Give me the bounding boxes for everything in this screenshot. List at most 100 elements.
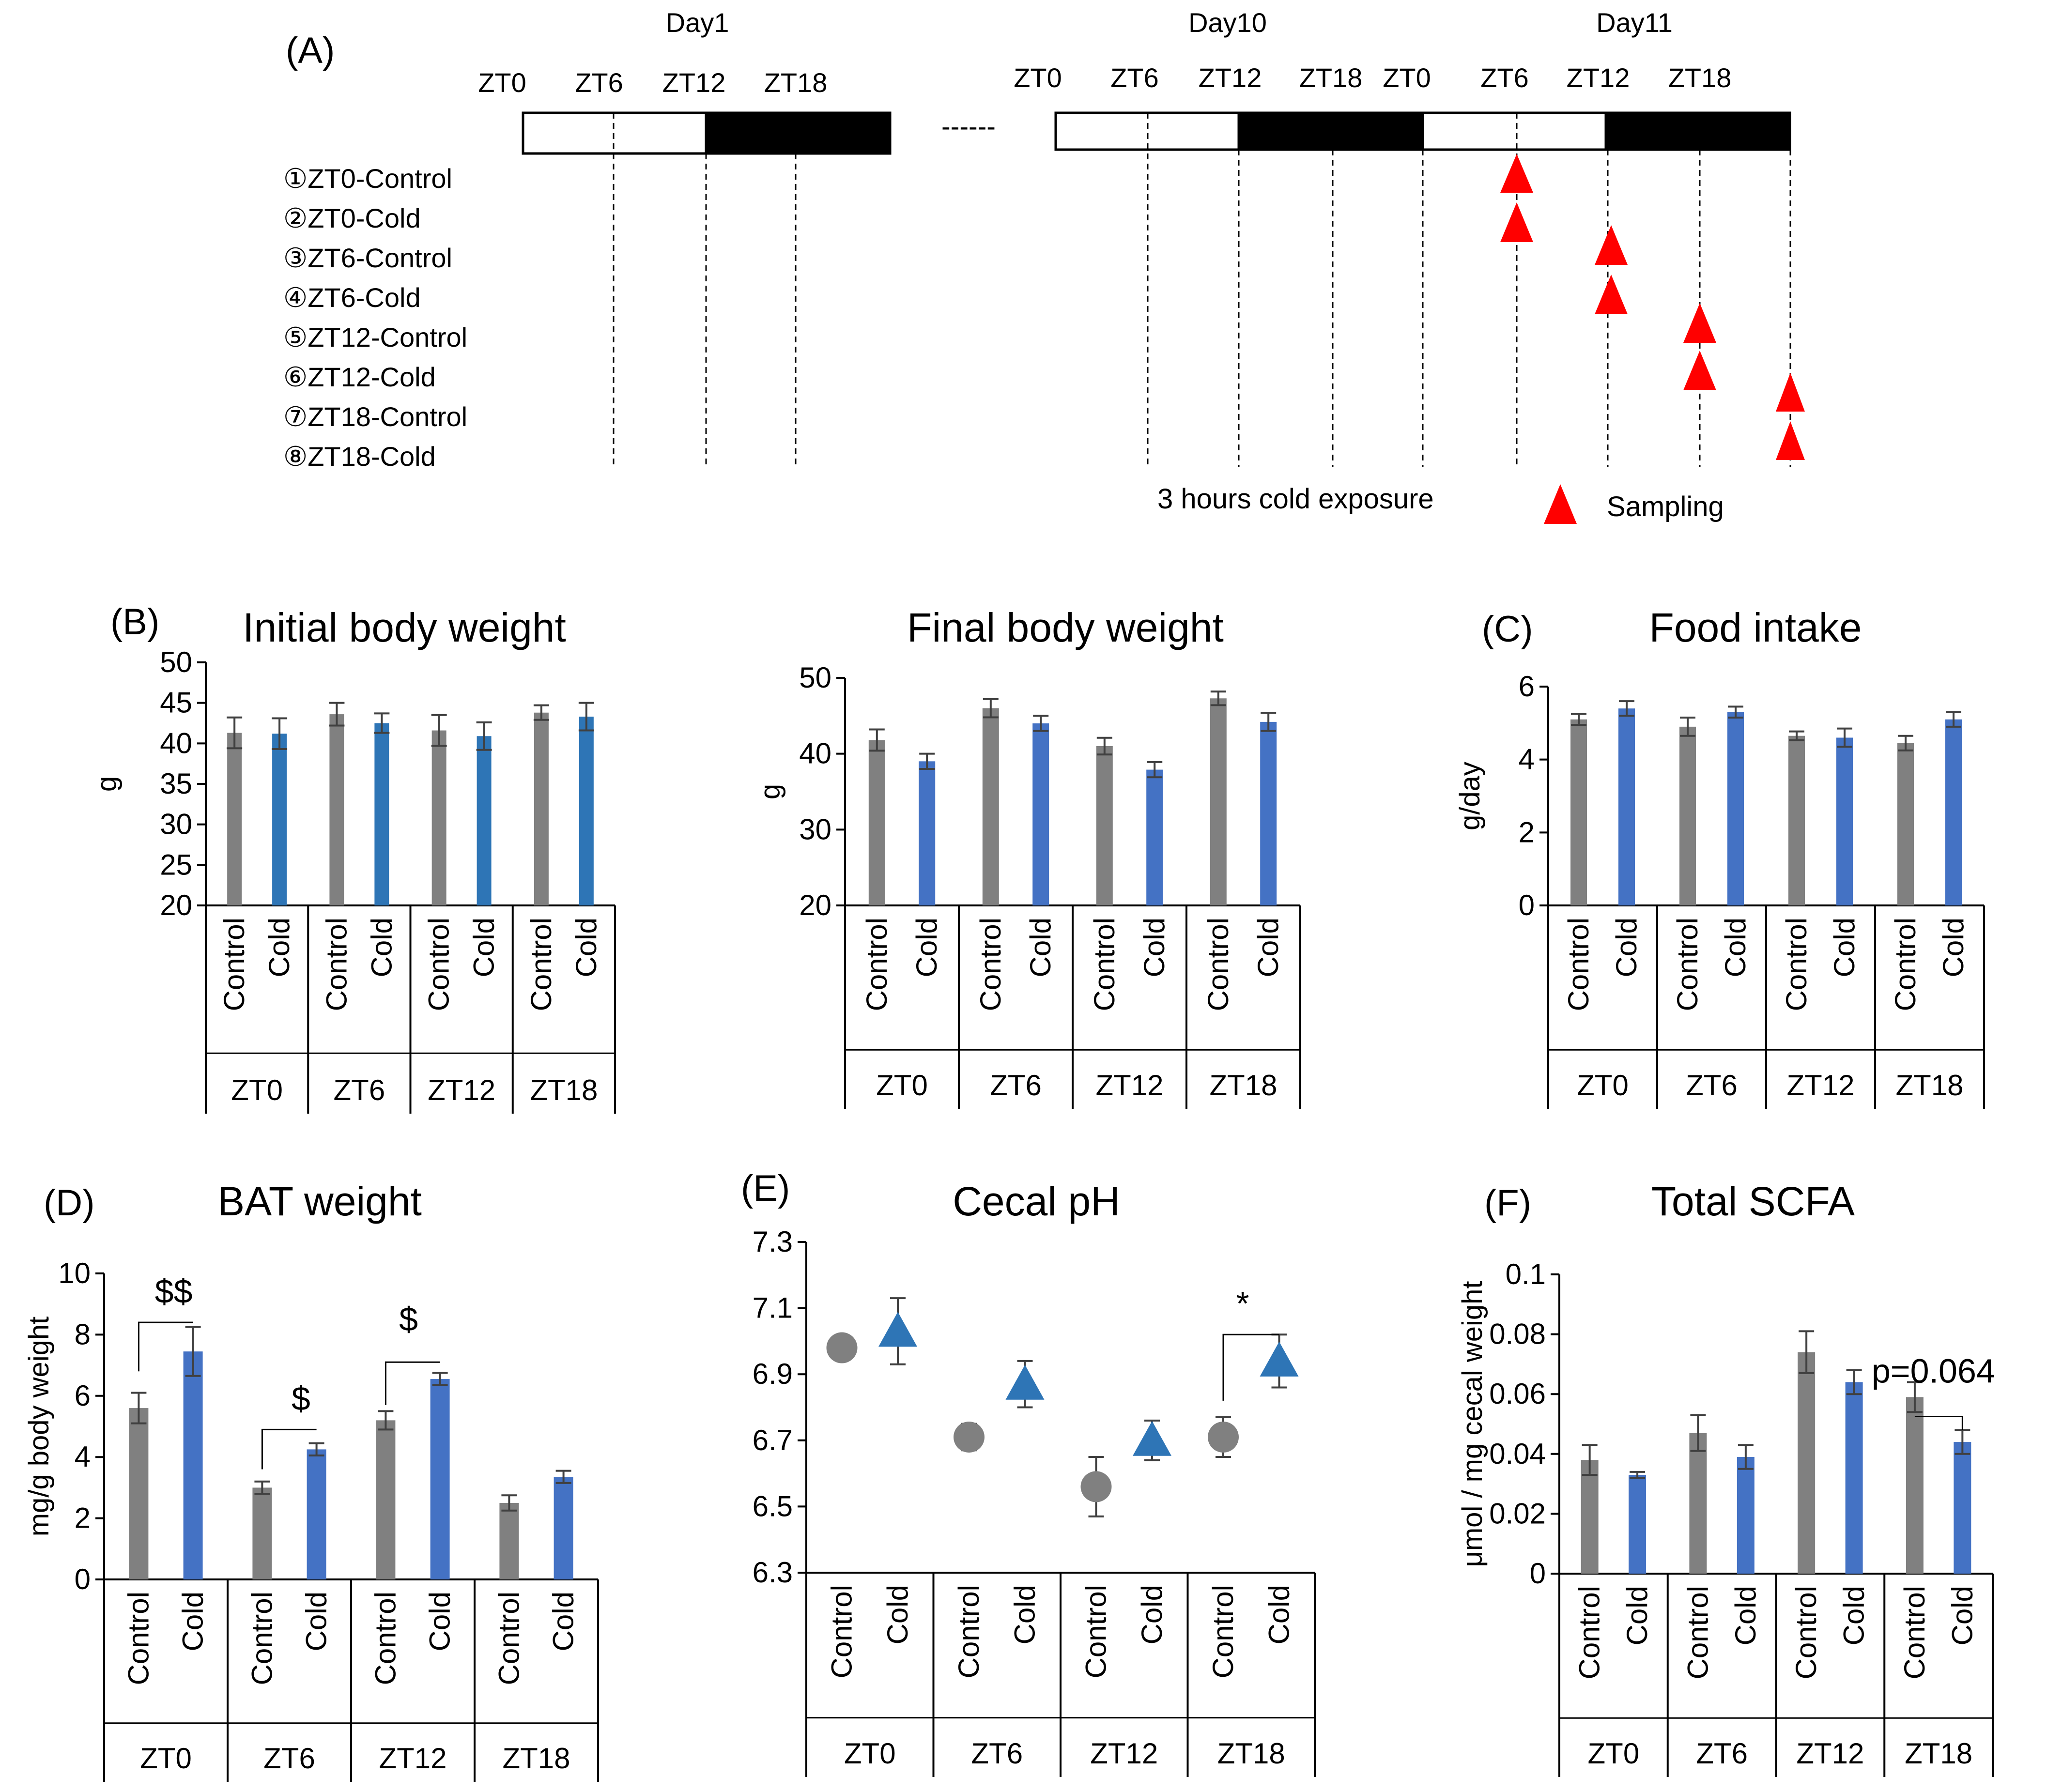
- category-label: Cold: [1136, 1585, 1168, 1644]
- group-label: ZT18: [1217, 1737, 1285, 1770]
- y-tick-label: 40: [799, 737, 831, 770]
- bar: [183, 1351, 203, 1579]
- category-label: Control: [423, 918, 455, 1011]
- dark-phase-bar: [705, 111, 892, 155]
- sampling-triangle: [1500, 154, 1533, 193]
- sampling-triangle: [1683, 351, 1716, 390]
- group-label: ZT6: [1686, 1069, 1738, 1102]
- category-label: Control: [493, 1592, 525, 1685]
- y-axis-label: g/day: [1454, 762, 1486, 830]
- sampling-triangle: [1776, 421, 1805, 460]
- bar: [868, 740, 885, 905]
- chart-title: Final body weight: [907, 605, 1224, 650]
- bar: [430, 1379, 450, 1579]
- group-label: ⑥ZT12-Cold: [283, 362, 436, 392]
- group-label: ZT18: [1905, 1737, 1972, 1770]
- chart-title: Initial body weight: [243, 605, 566, 650]
- group-label: ZT12: [1090, 1737, 1158, 1770]
- category-label: Cold: [263, 918, 295, 977]
- point-cold: [1005, 1364, 1045, 1400]
- y-tick-label: 4: [75, 1440, 91, 1473]
- dark-phase-bar: [1604, 111, 1791, 151]
- bar: [1689, 1433, 1707, 1574]
- y-tick-label: 0: [1519, 889, 1535, 921]
- bar: [1788, 735, 1805, 905]
- category-label: Cold: [1937, 918, 1970, 977]
- bar: [1798, 1352, 1816, 1574]
- panel-a-timeline: (A) Day1 Day10 Day11 ZT0 ZT6 ZT12 ZT18 Z…: [283, 7, 1805, 524]
- bar: [272, 734, 287, 905]
- category-label: Control: [1790, 1586, 1822, 1679]
- category-label: Control: [1671, 918, 1704, 1011]
- significance-bracket: [261, 1428, 317, 1470]
- group-label: ZT18: [1895, 1069, 1963, 1102]
- y-tick-label: 6.5: [753, 1490, 793, 1522]
- bar: [329, 714, 344, 905]
- group-label: ZT0: [876, 1069, 928, 1102]
- category-label: Cold: [1138, 918, 1170, 977]
- category-label: Cold: [1828, 918, 1861, 977]
- y-tick-label: 45: [160, 687, 192, 719]
- bar: [499, 1503, 519, 1579]
- significance-label: $: [399, 1300, 418, 1338]
- y-tick-label: 7.3: [753, 1225, 793, 1258]
- panel-label: (E): [741, 1168, 790, 1209]
- chart-initial_bw: (B) Initial body weight 20 25 30 35 40 45 50 g ZT0…: [91, 601, 616, 1114]
- group-label: ⑧ZT18-Cold: [283, 441, 436, 472]
- category-label: Cold: [881, 1585, 914, 1644]
- point-control: [826, 1332, 858, 1363]
- category-label: Control: [1889, 918, 1922, 1011]
- sampling-triangle: [1683, 303, 1716, 343]
- chart-title: Total SCFA: [1651, 1179, 1855, 1224]
- bar: [1096, 746, 1113, 905]
- category-label: Control: [1080, 1585, 1112, 1678]
- group-label: ZT12: [1796, 1737, 1864, 1770]
- category-label: Control: [1681, 1586, 1714, 1679]
- y-tick-label: 25: [160, 848, 192, 881]
- bar: [1836, 737, 1853, 905]
- y-tick-label: 0.1: [1506, 1258, 1546, 1290]
- y-tick-label: 30: [799, 813, 831, 845]
- bar: [1581, 1460, 1599, 1574]
- y-tick-label: 6.9: [753, 1358, 793, 1390]
- y-axis-label: g: [91, 776, 123, 792]
- y-tick-label: 0: [1530, 1557, 1546, 1590]
- point-cold: [878, 1312, 917, 1347]
- group-label: ZT0: [140, 1742, 192, 1775]
- y-tick-label: 40: [160, 727, 192, 759]
- group-label: ZT18: [530, 1074, 598, 1106]
- chart-cecal_ph: (E) Cecal pH 6.3 6.5 6.7 6.9 7.1 7.3 ZT0 Control C…: [741, 1168, 1316, 1777]
- category-label: Control: [1898, 1586, 1931, 1679]
- group-label: ③ZT6-Control: [283, 243, 452, 273]
- y-tick-label: 4: [1519, 743, 1535, 776]
- category-label: Cold: [365, 918, 398, 977]
- y-tick-label: 20: [799, 889, 831, 921]
- y-tick-label: 6.7: [753, 1424, 793, 1456]
- bar: [227, 733, 242, 905]
- category-label: Cold: [1009, 1585, 1041, 1644]
- zt-label: ZT18: [764, 67, 828, 98]
- zt-label: ZT0: [1383, 62, 1431, 93]
- group-label: ZT12: [379, 1742, 446, 1775]
- category-label: Control: [320, 918, 353, 1011]
- group-label: ⑤ZT12-Control: [283, 322, 467, 352]
- y-tick-label: 20: [160, 889, 192, 921]
- category-label: Cold: [1729, 1586, 1762, 1645]
- bar: [376, 1420, 396, 1579]
- y-tick-label: 6: [1519, 670, 1535, 703]
- y-tick-label: 6: [75, 1379, 91, 1412]
- bar: [1629, 1475, 1647, 1574]
- group-label: ④ZT6-Cold: [283, 282, 421, 313]
- bar: [1032, 723, 1049, 905]
- significance-bracket: [1222, 1333, 1279, 1401]
- bar: [431, 730, 446, 905]
- category-label: Cold: [1838, 1586, 1870, 1645]
- y-tick-label: 6.3: [753, 1556, 793, 1589]
- category-label: Control: [122, 1592, 154, 1685]
- panel-label: (D): [44, 1182, 95, 1224]
- y-tick-label: 0.08: [1489, 1318, 1546, 1350]
- bar: [307, 1449, 326, 1579]
- category-label: Cold: [177, 1592, 209, 1651]
- category-label: Cold: [1252, 918, 1284, 977]
